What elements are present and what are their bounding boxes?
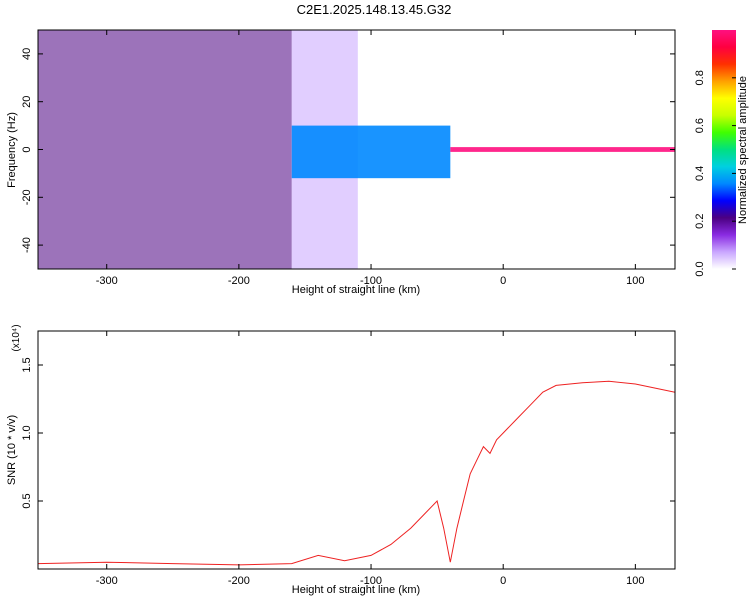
snr-panel: -300 -200 -100 0 100 0.5 1.0 1.5 Height of str…: [6, 324, 676, 596]
colorbar-tick-label: 0.8: [694, 70, 706, 85]
spectrogram-y-ticks: -40 -20 0 20 40: [21, 48, 675, 253]
colorbar: 0.0 0.2 0.4 0.6 0.8 Normalized spectral ampl…: [694, 30, 749, 277]
snr-x-tick-label: -300: [96, 575, 118, 587]
spectrogram-y-tick-label: 0: [21, 146, 33, 152]
spectrogram-x-tick-label: -200: [228, 275, 250, 287]
spectrogram-y-tick-label: 20: [21, 96, 33, 108]
snr-y-tick-label: 0.5: [21, 493, 33, 508]
spectrogram-x-tick-label: 100: [626, 275, 644, 287]
spectrogram-x-tick-label: 0: [500, 275, 506, 287]
spectrogram-y-tick-label: -40: [21, 237, 33, 253]
heatmap-region-2: [291, 125, 451, 179]
spectrogram-x-tick-label: -300: [96, 275, 118, 287]
colorbar-ticks: 0.0 0.2 0.4 0.6 0.8: [694, 70, 736, 277]
snr-y-tick-label: 1.5: [21, 357, 33, 372]
spectrogram-x-axis-label: Height of straight line (km): [292, 284, 420, 296]
colorbar-label: Normalized spectral amplitude: [737, 76, 749, 224]
spectrogram-x-ticks: -300 -200 -100 0 100: [96, 30, 645, 287]
snr-x-ticks: -300 -200 -100 0 100: [96, 331, 645, 587]
snr-frame: [37, 330, 676, 570]
snr-series-line: [38, 380, 675, 566]
snr-plot-area: [38, 331, 675, 569]
spectrogram-y-tick-label: 40: [21, 48, 33, 60]
colorbar-tick-label: 0.0: [694, 261, 706, 276]
spectrogram-y-tick-label: -20: [21, 189, 33, 205]
colorbar-tick-label: 0.6: [694, 118, 706, 133]
snr-y-multiplier: (x10⁴): [11, 324, 22, 351]
snr-y-axis-label: SNR (10 * v/v): [6, 415, 18, 485]
spectrogram-x-tick-label: -100: [360, 275, 382, 287]
heatmap-region-3: [450, 147, 675, 152]
colorbar-tick-label: 0.2: [694, 214, 706, 229]
snr-x-tick-label: 100: [626, 575, 644, 587]
chart-title: C2E1.2025.148.13.45.G32: [297, 2, 452, 17]
snr-x-axis-label: Height of straight line (km): [292, 584, 420, 596]
colorbar-strip: [712, 30, 736, 269]
snr-x-tick-label: -200: [228, 575, 250, 587]
heatmap-region-0: [38, 30, 292, 269]
snr-x-tick-label: 0: [500, 575, 506, 587]
spectrogram-regions: [38, 30, 675, 269]
snr-y-ticks: 0.5 1.0 1.5: [21, 357, 675, 509]
snr-y-tick-label: 1.0: [21, 425, 33, 440]
spectrogram-y-axis-label: Frequency (Hz): [6, 112, 18, 188]
colorbar-tick-label: 0.4: [694, 166, 706, 181]
snr-x-tick-label: -100: [360, 575, 382, 587]
